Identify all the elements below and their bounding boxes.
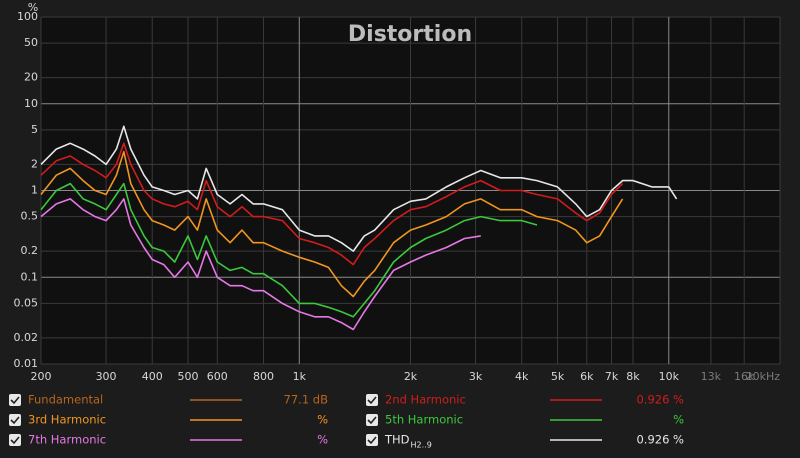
x-tick-label: 20kHz: [746, 370, 781, 383]
x-tick-label: 400: [142, 370, 163, 383]
checkbox-check: [10, 436, 20, 445]
checkbox-check: [367, 416, 377, 425]
legend-readout: %: [317, 413, 328, 427]
series-line: [40, 125, 678, 252]
legend-checkbox[interactable]: [366, 394, 378, 406]
x-tick-label: 200: [31, 370, 52, 383]
checkbox-box: [366, 394, 378, 406]
x-tick-label: 600: [207, 370, 228, 383]
checkbox-check: [367, 396, 377, 405]
x-tick-label: 300: [96, 370, 117, 383]
x-tick-label: 10k: [659, 370, 680, 383]
y-tick-label: 0.2: [21, 244, 39, 257]
x-tick-label: 16k: [734, 370, 755, 383]
y-tick-label: 2: [31, 157, 38, 170]
y-tick-label: 100: [17, 10, 38, 23]
series-line: [40, 198, 481, 331]
legend-item: Fundamental 77.1 dB: [9, 393, 328, 407]
series-line: [40, 182, 538, 318]
x-tick-label: 5k: [551, 370, 565, 383]
legend-checkbox[interactable]: [366, 414, 378, 426]
legend-item: 2nd Harmonic 0.926 %: [366, 393, 684, 407]
x-tick-label: 2k: [404, 370, 418, 383]
x-tick-label: 13k: [701, 370, 722, 383]
y-tick-label: 0.05: [14, 296, 39, 309]
legend-checkbox[interactable]: [9, 434, 21, 446]
y-tick-label: 50: [24, 36, 38, 49]
checkbox-check: [10, 396, 20, 405]
y-tick-label: 10: [24, 97, 38, 110]
legend-checkbox[interactable]: [9, 394, 21, 406]
legend-item: THD H2..9 0.926 %: [366, 433, 684, 450]
chart-title: Distortion: [348, 22, 472, 47]
checkbox-box: [366, 414, 378, 426]
legend-name: 7th Harmonic: [28, 433, 106, 447]
checkbox-box: [366, 434, 378, 446]
legend-name: 2nd Harmonic: [385, 393, 466, 407]
series-line: [40, 142, 624, 266]
legend-name-subscript: H2..9: [411, 441, 432, 450]
checkbox-box: [9, 394, 21, 406]
x-tick-label: 500: [178, 370, 199, 383]
y-tick-label: 5: [31, 123, 38, 136]
x-tick-label: 8k: [626, 370, 640, 383]
series-line: [40, 150, 624, 298]
y-tick-label: 0.01: [14, 357, 39, 370]
legend-name: Fundamental: [28, 393, 103, 407]
legend-readout: %: [673, 413, 684, 427]
y-axis-label: %: [28, 1, 38, 14]
x-tick-label: 7k: [605, 370, 619, 383]
y-tick-label: 20: [24, 71, 38, 84]
legend-readout: %: [317, 433, 328, 447]
checkbox-box: [9, 434, 21, 446]
x-tick-label: 6k: [580, 370, 594, 383]
legend-item: 7th Harmonic%: [9, 433, 328, 447]
legend-name: THD: [384, 433, 410, 447]
y-tick-label: 0.02: [14, 331, 39, 344]
checkbox-box: [9, 414, 21, 426]
x-tick-label: 800: [253, 370, 274, 383]
legend-readout: 0.926 %: [636, 433, 684, 447]
legend-checkbox[interactable]: [9, 414, 21, 426]
y-tick-label: 1: [31, 184, 38, 197]
checkbox-check: [367, 436, 377, 445]
legend-readout: 0.926 %: [636, 393, 684, 407]
legend-item: 3rd Harmonic%: [9, 413, 328, 427]
x-tick-label: 1k: [293, 370, 307, 383]
legend-readout: 77.1 dB: [284, 393, 329, 407]
legend-name: 3rd Harmonic: [28, 413, 106, 427]
legend-item: 5th Harmonic%: [366, 413, 684, 427]
y-tick-label: 0.5: [21, 210, 39, 223]
legend-checkbox[interactable]: [366, 434, 378, 446]
checkbox-check: [10, 416, 20, 425]
x-tick-label: 4k: [515, 370, 529, 383]
legend-name: 5th Harmonic: [385, 413, 463, 427]
x-tick-label: 3k: [469, 370, 483, 383]
y-tick-label: 0.1: [21, 270, 39, 283]
